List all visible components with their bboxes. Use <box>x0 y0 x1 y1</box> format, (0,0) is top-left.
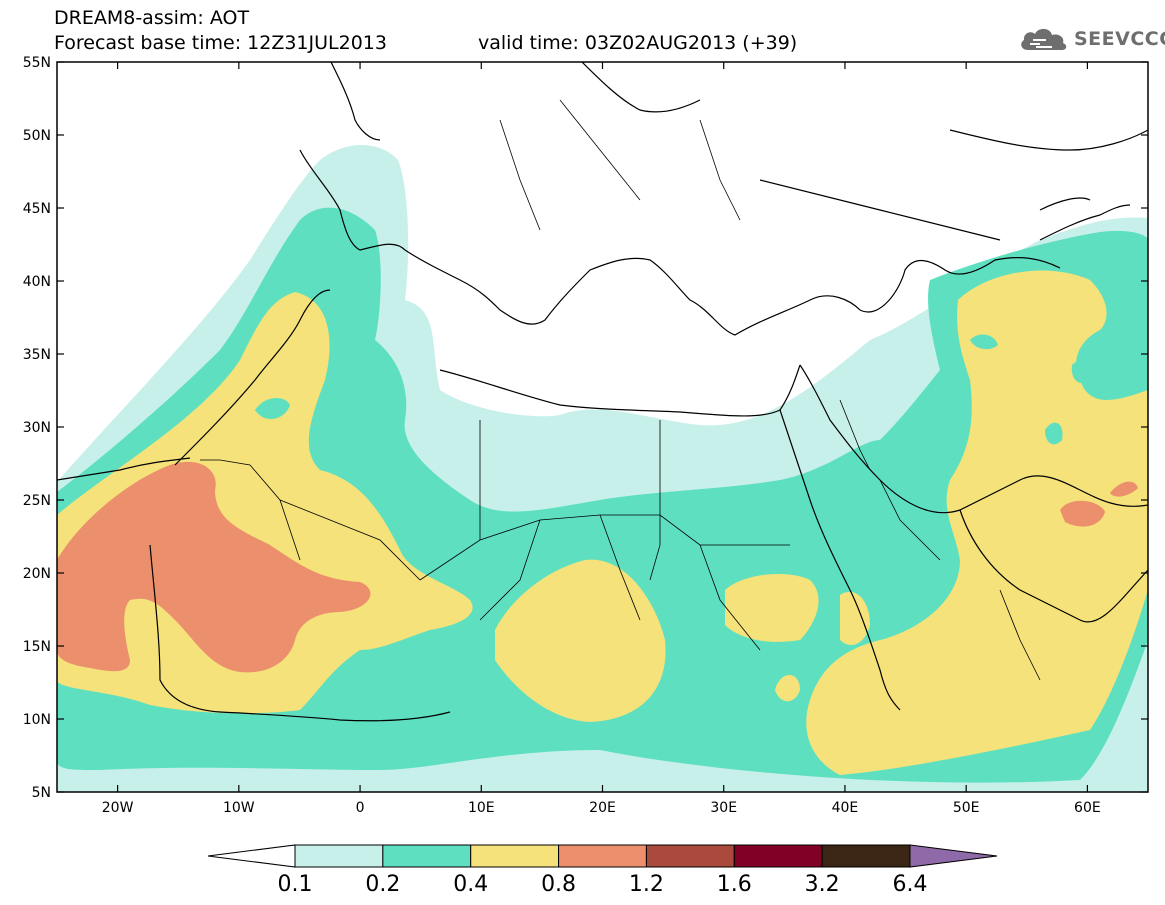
logo-text: SEEVCCC <box>1074 28 1165 50</box>
lat-label: 15N <box>23 639 51 655</box>
seevccc-logo: SEEVCCC <box>1018 24 1165 54</box>
colorbar: 0.1 0.2 0.4 0.8 1.2 1.6 3.2 6.4 <box>207 844 998 897</box>
colorbar-swatch <box>558 844 647 868</box>
aot-band-0.4 <box>725 574 819 642</box>
colorbar-label: 6.4 <box>893 872 928 897</box>
lat-label: 5N <box>32 785 51 801</box>
lat-label: 30N <box>23 420 51 436</box>
longitude-axis: 20W 10W 0 10E 20E 30E 40E 50E 60E <box>102 62 1101 816</box>
colorbar-high-arrow <box>909 844 998 868</box>
lon-label: 40E <box>832 800 859 816</box>
lat-label: 55N <box>23 55 51 71</box>
colorbar-swatch <box>382 844 472 868</box>
colorbar-swatch <box>821 844 911 868</box>
coastlines <box>57 62 1148 722</box>
cloud-icon <box>1021 28 1067 50</box>
lat-label: 50N <box>23 128 51 144</box>
lon-label: 30E <box>710 800 737 816</box>
lat-label: 40N <box>23 274 51 290</box>
lat-label: 35N <box>23 347 51 363</box>
country-borders <box>200 99 1041 681</box>
colorbar-swatch <box>733 844 823 868</box>
colorbar-label: 1.6 <box>717 872 752 897</box>
lon-label: 60E <box>1074 800 1101 816</box>
colorbar-swatch <box>470 844 560 868</box>
lon-label: 20E <box>589 800 616 816</box>
aot-band-0.8 <box>57 461 371 673</box>
aot-band-0.4 <box>806 270 1148 775</box>
latitude-axis: 55N 50N 45N 40N 35N 30N 25N 20N 15N 10N 5N <box>23 55 1148 801</box>
lat-label: 45N <box>23 201 51 217</box>
lon-label: 50E <box>953 800 980 816</box>
aot-band-0.4 <box>495 559 666 722</box>
lat-label: 10N <box>23 712 51 728</box>
colorbar-label: 1.2 <box>629 872 664 897</box>
lon-label: 10W <box>223 800 255 816</box>
colorbar-low-arrow <box>207 844 296 868</box>
colorbar-label: 3.2 <box>805 872 840 897</box>
lon-label: 0 <box>356 800 365 816</box>
lon-label: 10E <box>468 800 495 816</box>
colorbar-swatch <box>294 844 384 868</box>
lat-label: 25N <box>23 493 51 509</box>
aot-band-0.4 <box>840 591 870 645</box>
lon-label: 20W <box>102 800 134 816</box>
colorbar-label: 0.8 <box>541 872 576 897</box>
map-title: DREAM8-assim: AOT <box>54 7 250 29</box>
aot-band-0.8 <box>1060 500 1105 527</box>
colorbar-label: 0.1 <box>278 872 313 897</box>
aot-band-0.4 <box>57 292 473 714</box>
colorbar-label: 0.4 <box>453 872 488 897</box>
colorbar-swatch <box>645 844 735 868</box>
lat-label: 20N <box>23 566 51 582</box>
aot-band-0.4 <box>775 675 800 702</box>
aot-band-0.8 <box>1110 481 1138 497</box>
valid-time: valid time: 03Z02AUG2013 (+39) <box>478 32 798 54</box>
colorbar-label: 0.2 <box>365 872 400 897</box>
forecast-base-time: Forecast base time: 12Z31JUL2013 <box>54 32 387 54</box>
